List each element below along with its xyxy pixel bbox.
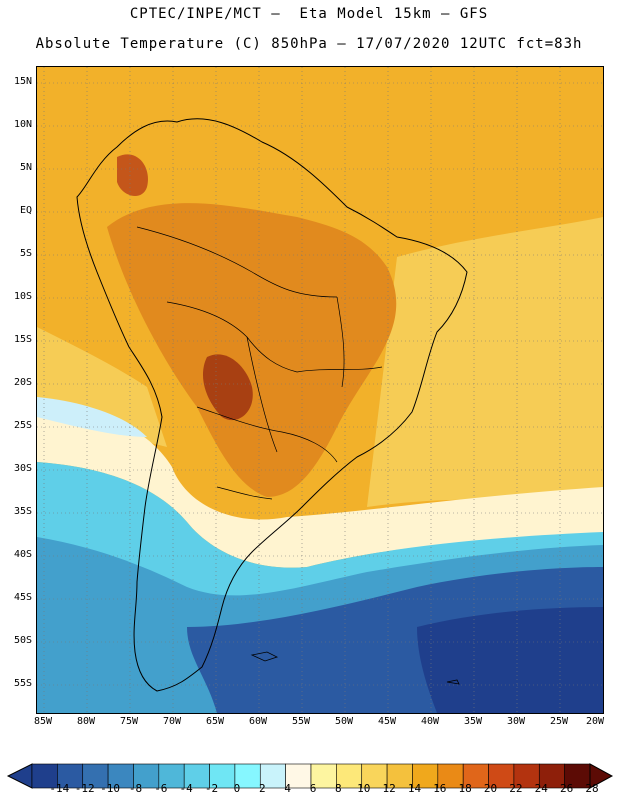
colorbar-swatch bbox=[107, 763, 134, 789]
colorbar bbox=[6, 763, 614, 789]
lon-label: 55W bbox=[291, 716, 311, 727]
colorbar-swatch bbox=[31, 763, 58, 789]
hot-northwest bbox=[117, 154, 148, 197]
colorbar-swatch bbox=[183, 763, 210, 789]
lat-label: 35S bbox=[13, 506, 32, 517]
lat-label: 25S bbox=[13, 420, 32, 431]
colorbar-max-arrow bbox=[589, 763, 614, 789]
colorbar-tick-label: 2 bbox=[258, 782, 266, 795]
map-subtitle: Absolute Temperature (C) 850hPa – 17/07/… bbox=[35, 36, 583, 52]
lon-label: 20W bbox=[585, 716, 605, 727]
south-georgia bbox=[446, 679, 460, 685]
map-title: CPTEC/INPE/MCT – Eta Model 15km – GFS bbox=[129, 6, 489, 22]
lat-label: 50S bbox=[13, 635, 32, 646]
colorbar-tick-label: -10 bbox=[100, 782, 121, 795]
lon-label: 65W bbox=[205, 716, 225, 727]
colorbar-tick-label: 16 bbox=[433, 782, 447, 795]
colorbar-tick-label: 14 bbox=[407, 782, 422, 795]
lat-label: 5N bbox=[19, 162, 32, 173]
lat-label: 15S bbox=[13, 334, 32, 345]
colorbar-tick-label: 4 bbox=[284, 782, 291, 795]
colorbar-swatch bbox=[336, 763, 363, 789]
hot-core bbox=[107, 203, 397, 498]
lon-label: 45W bbox=[377, 716, 397, 727]
colorbar-tick-label: 22 bbox=[509, 782, 523, 795]
colorbar-swatch bbox=[158, 763, 185, 789]
colorbar-swatch bbox=[386, 763, 413, 789]
colorbar-swatch bbox=[310, 763, 337, 789]
colorbar-tick-label: -4 bbox=[179, 782, 193, 795]
hottest-spot bbox=[202, 354, 253, 421]
colorbar-swatch bbox=[361, 763, 388, 789]
colorbar-swatch bbox=[82, 763, 109, 789]
lon-label: 25W bbox=[549, 716, 569, 727]
lon-label: 30W bbox=[506, 716, 526, 727]
temperature-map bbox=[37, 67, 603, 713]
map-panel bbox=[36, 66, 604, 714]
country-borders bbox=[136, 226, 383, 500]
cream-front bbox=[37, 397, 603, 568]
colorbar-tick-label: 24 bbox=[534, 782, 548, 795]
lon-label: 80W bbox=[76, 716, 96, 727]
lon-label: 75W bbox=[119, 716, 139, 727]
colorbar-min-arrow bbox=[6, 763, 33, 789]
colorbar-tick-label: -14 bbox=[49, 782, 70, 795]
lat-label: 10N bbox=[13, 119, 32, 130]
colorbar-tick-label: -8 bbox=[128, 782, 143, 795]
colorbar-tick-label: 26 bbox=[560, 782, 574, 795]
colorbar-swatch bbox=[57, 763, 84, 789]
colorbar-swatch bbox=[133, 763, 160, 789]
lat-label: 40S bbox=[13, 549, 32, 560]
colorbar-tick-label: 18 bbox=[458, 782, 472, 795]
lat-label: EQ bbox=[19, 205, 32, 216]
lat-label: 30S bbox=[13, 463, 32, 474]
falkland-islands bbox=[250, 651, 279, 662]
colorbar-tick-label: 20 bbox=[483, 782, 498, 795]
lat-label: 15N bbox=[13, 76, 32, 87]
lon-label: 60W bbox=[248, 716, 268, 727]
colorbar-swatch bbox=[285, 763, 312, 789]
colorbar-swatch bbox=[462, 763, 489, 789]
colorbar-tick-label: 12 bbox=[382, 782, 396, 795]
colorbar-tick-label: 6 bbox=[309, 782, 317, 795]
colorbar-swatch bbox=[234, 763, 261, 789]
lon-label: 50W bbox=[334, 716, 354, 727]
lon-label: 35W bbox=[463, 716, 483, 727]
south-america-coastline bbox=[76, 118, 468, 692]
yellow-band-east bbox=[367, 217, 603, 507]
colorbar-swatch bbox=[564, 763, 591, 789]
colorbar-tick-label: 10 bbox=[357, 782, 371, 795]
colorbar-tick-label: -2 bbox=[204, 782, 219, 795]
colorbar-tick-label: 8 bbox=[335, 782, 342, 795]
lat-label: 20S bbox=[13, 377, 32, 388]
lat-label: 45S bbox=[13, 592, 32, 603]
lat-label: 55S bbox=[13, 678, 32, 689]
colorbar-tick-label: 0 bbox=[233, 782, 241, 795]
pale-blue-patch bbox=[37, 397, 147, 437]
colorbar-tick-label: -6 bbox=[154, 782, 168, 795]
lat-label: 5S bbox=[19, 248, 32, 259]
deepest-blue-zone bbox=[417, 607, 603, 713]
colorbar-swatch bbox=[513, 763, 540, 789]
lat-label: 10S bbox=[13, 291, 32, 302]
colorbar-swatch bbox=[538, 763, 565, 789]
lon-label: 70W bbox=[162, 716, 182, 727]
lon-label: 85W bbox=[33, 716, 53, 727]
colorbar-swatch bbox=[437, 763, 464, 789]
colorbar-tick-label: 28 bbox=[585, 782, 599, 795]
colorbar-swatch bbox=[488, 763, 515, 789]
lon-label: 40W bbox=[420, 716, 440, 727]
colorbar-tick-label: -12 bbox=[74, 782, 95, 795]
